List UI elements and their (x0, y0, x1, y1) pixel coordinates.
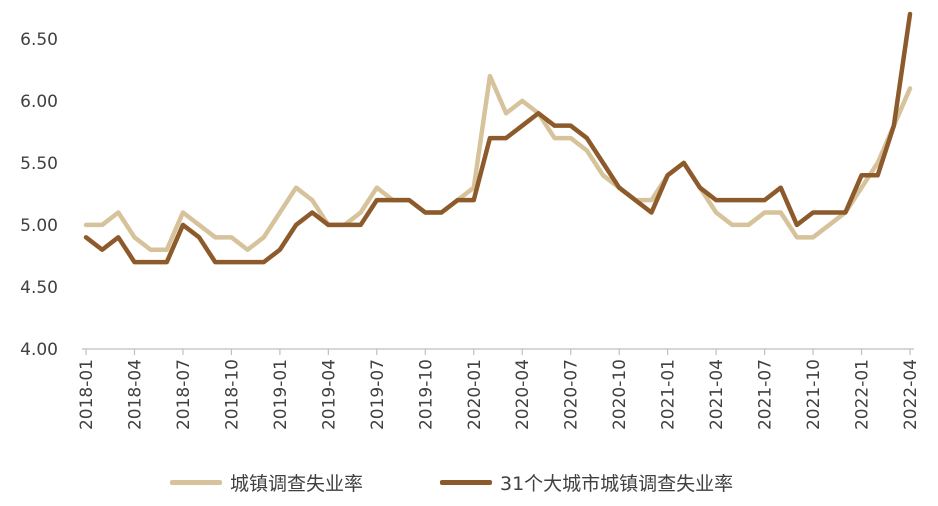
series-line-urban (83, 73, 913, 252)
x-tick-label: 2021-01 (659, 359, 679, 430)
legend-label-31-cities: 31个大城市城镇调查失业率 (500, 472, 734, 495)
x-tick-label: 2021-10 (804, 359, 824, 430)
x-tick-label: 2018-01 (77, 359, 97, 430)
x-tick-label: 2020-01 (465, 359, 485, 430)
legend-swatch-urban (170, 479, 222, 485)
x-tick-label: 2018-04 (125, 359, 145, 430)
y-tick-label: 6.50 (20, 30, 58, 50)
legend-label-urban: 城镇调查失业率 (230, 472, 364, 495)
legend: 城镇调查失业率 31个大城市城镇调查失业率 (0, 462, 938, 502)
x-tick-label: 2019-07 (368, 359, 388, 430)
x-axis: 2018-01 2018-04 2018-07 2018-10 2019-01 2019-… (77, 348, 921, 430)
line-chart: 4.004.505.005.506.006.50 2018-01 2018-04 2… (20, 11, 921, 430)
y-tick-label: 5.00 (20, 216, 58, 236)
series-layer (83, 11, 913, 265)
x-tick-label: 2020-10 (610, 359, 630, 430)
series-line-31-cities (83, 11, 913, 265)
x-tick-label: 2020-04 (513, 359, 533, 430)
x-tick-label: 2019-01 (271, 359, 291, 430)
x-tick-label: 2021-07 (756, 359, 776, 430)
legend-item-31-cities: 31个大城市城镇调查失业率 (440, 462, 733, 502)
legend-swatch-31-cities (440, 479, 492, 485)
y-tick-label: 5.50 (20, 154, 58, 174)
x-tick-label: 2022-04 (901, 359, 921, 430)
legend-item-urban: 城镇调查失业率 (170, 462, 363, 502)
x-tick-label: 2022-01 (853, 359, 873, 430)
x-tick-label: 2018-07 (174, 359, 194, 430)
x-tick-label: 2019-04 (319, 359, 339, 430)
x-tick-label: 2021-04 (707, 359, 727, 430)
y-tick-label: 4.50 (20, 278, 58, 298)
x-tick-label: 2019-10 (416, 359, 436, 430)
y-tick-label: 4.00 (20, 340, 58, 360)
x-tick-label: 2020-07 (562, 359, 582, 430)
y-axis: 4.00 4.50 5.00 5.50 6.00 6.50 (20, 30, 58, 360)
x-tick-label: 2018-10 (222, 359, 242, 430)
y-tick-label: 6.00 (20, 92, 58, 112)
